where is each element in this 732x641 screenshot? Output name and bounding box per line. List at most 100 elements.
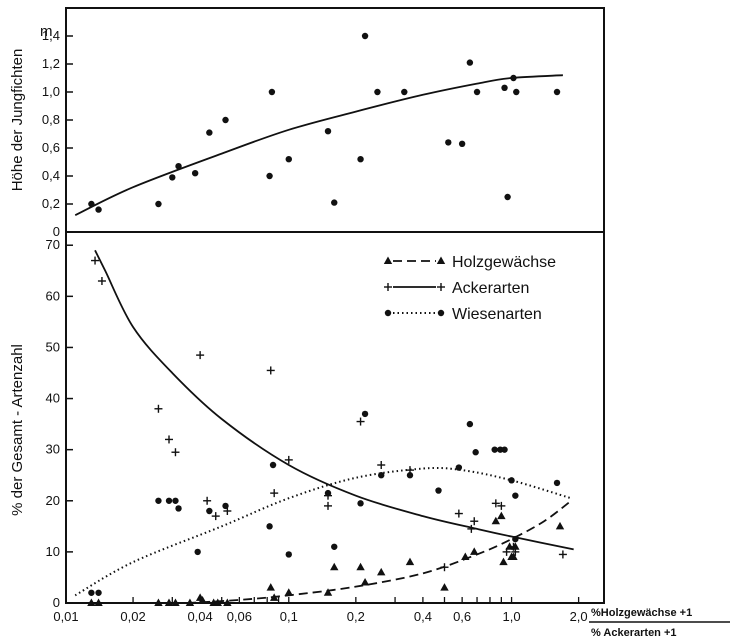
holzgewächse-point bbox=[505, 542, 514, 550]
height-point bbox=[331, 199, 338, 206]
height-point bbox=[374, 88, 381, 96]
wiesenarten-point bbox=[194, 548, 201, 556]
height-point bbox=[222, 116, 229, 124]
ackerarten-point bbox=[203, 496, 212, 505]
wiesenarten-point bbox=[455, 464, 463, 471]
wiesenarten-point bbox=[361, 410, 369, 418]
ackerarten-point bbox=[509, 542, 518, 551]
holzgewächse-point bbox=[185, 598, 195, 606]
ackerarten-point bbox=[377, 461, 386, 469]
ackerarten-point bbox=[454, 509, 463, 518]
height-y-tick-label: 0,2 bbox=[42, 196, 60, 211]
height-point bbox=[155, 200, 162, 208]
plot-frame bbox=[65, 7, 605, 604]
ackerarten-point bbox=[165, 435, 174, 444]
height-point bbox=[191, 170, 199, 177]
wiesenarten-point bbox=[172, 497, 179, 504]
height-point bbox=[445, 139, 452, 146]
wiesenarten-point bbox=[266, 523, 273, 530]
height-point bbox=[175, 163, 182, 170]
height-point bbox=[466, 59, 474, 66]
height-point bbox=[501, 84, 508, 92]
legend-wiesenarten-marker-left bbox=[384, 309, 392, 317]
height-axis-title: Höhe der Jungfichten bbox=[9, 49, 26, 192]
height-y-tick-label: 0,4 bbox=[42, 168, 60, 183]
species-x-tick-label: 0,4 bbox=[414, 609, 432, 624]
holzgewächse-point bbox=[213, 598, 222, 606]
wiesenarten-point bbox=[378, 472, 385, 479]
ackerarten-point bbox=[491, 499, 500, 508]
species-x-tick-label: 0,2 bbox=[347, 609, 365, 624]
holzgewächse-point bbox=[154, 598, 163, 606]
ackerarten-point bbox=[196, 351, 205, 360]
species-y-tick-label: 30 bbox=[46, 442, 60, 457]
holzgewächse-point bbox=[269, 593, 279, 601]
ackerarten-point bbox=[171, 448, 180, 457]
wiesenarten-point bbox=[206, 507, 213, 515]
wiesenarten-point bbox=[435, 487, 442, 494]
height-y-tick-label: 0 bbox=[53, 224, 60, 239]
legend-ackerarten-marker-right bbox=[437, 283, 445, 291]
ackerarten-point bbox=[440, 563, 449, 572]
species-y-tick-label: 10 bbox=[46, 544, 60, 559]
holzgewächse-point bbox=[198, 595, 207, 604]
ackerarten-point bbox=[284, 455, 293, 464]
holzgewächse-point bbox=[405, 557, 415, 566]
wiesenarten-point bbox=[175, 505, 182, 512]
wiesenarten-point bbox=[285, 551, 292, 558]
holzgewächse-point bbox=[499, 557, 508, 566]
x-axis-ratio-label: %Holzgewächse +1 % Ackerarten +1 bbox=[589, 607, 730, 639]
wiesenarten-point bbox=[269, 461, 277, 469]
holzgewächse-point bbox=[223, 598, 232, 606]
wiesenarten-point bbox=[472, 449, 479, 456]
species-panel: % der Gesamt - Artenzahl 0 10 20 30 40 50 60 70… bbox=[9, 237, 730, 639]
height-point bbox=[357, 156, 364, 163]
holzgewächse-point bbox=[461, 552, 470, 560]
holzgewächse-point bbox=[164, 598, 174, 606]
wiesenarten-trend-curve bbox=[74, 466, 572, 597]
holzgewächse-point bbox=[555, 521, 565, 530]
height-point bbox=[553, 88, 561, 96]
ackerarten-point bbox=[154, 404, 163, 413]
wiesenarten-point bbox=[331, 543, 338, 550]
height-point bbox=[458, 140, 466, 147]
wiesenarten-point bbox=[501, 446, 508, 453]
wiesenarten-point bbox=[512, 492, 519, 499]
holzgewächse-point bbox=[470, 547, 479, 555]
height-point bbox=[513, 88, 520, 96]
height-y-tick-label: 1,4 bbox=[42, 28, 60, 43]
holzgewächse-point bbox=[440, 583, 449, 591]
wiesenarten-point bbox=[512, 535, 519, 543]
holzgewächse-point bbox=[87, 598, 96, 606]
x-label-numerator: %Holzgewächse +1 bbox=[591, 607, 692, 619]
species-x-tick-label: 0,6 bbox=[453, 609, 471, 624]
wiesenarten-point bbox=[553, 479, 561, 487]
legend-holzgewächse-marker-left bbox=[383, 256, 393, 264]
holzgewächse-point bbox=[497, 511, 506, 520]
species-points bbox=[87, 256, 567, 606]
height-y-ticks: 0 0,2 0,4 0,6 0,8 1,0 1,2 1,4 bbox=[42, 28, 73, 239]
wiesenarten-point bbox=[95, 589, 102, 596]
legend-holzgewächse-marker-right bbox=[436, 256, 446, 264]
height-point bbox=[510, 74, 517, 82]
holzgewächse-point bbox=[323, 588, 333, 596]
holzgewächse-point bbox=[491, 516, 501, 525]
holzgewächse-point bbox=[360, 578, 370, 586]
x-label-denominator: % Ackerarten +1 bbox=[591, 627, 677, 639]
wiesenarten-point bbox=[466, 420, 474, 428]
holzgewächse-point bbox=[171, 598, 180, 606]
species-x-tick-label: 1,0 bbox=[503, 609, 521, 624]
height-point bbox=[473, 88, 481, 96]
species-y-ticks: 0 10 20 30 40 50 60 70 bbox=[46, 237, 73, 610]
height-y-tick-label: 0,6 bbox=[42, 140, 60, 155]
holzgewächse-point bbox=[266, 583, 275, 591]
ackerarten-point bbox=[266, 366, 275, 375]
legend-wiesenarten-label: Wiesenarten bbox=[452, 306, 542, 323]
ackerarten-point bbox=[558, 550, 567, 559]
holzgewächse-point bbox=[377, 567, 386, 576]
ackerarten-point bbox=[270, 489, 279, 498]
height-point bbox=[268, 88, 276, 96]
species-x-tick-label: 0,01 bbox=[53, 609, 78, 624]
species-x-tick-label: 2,0 bbox=[570, 609, 588, 624]
holzgewächse-point bbox=[94, 598, 103, 606]
